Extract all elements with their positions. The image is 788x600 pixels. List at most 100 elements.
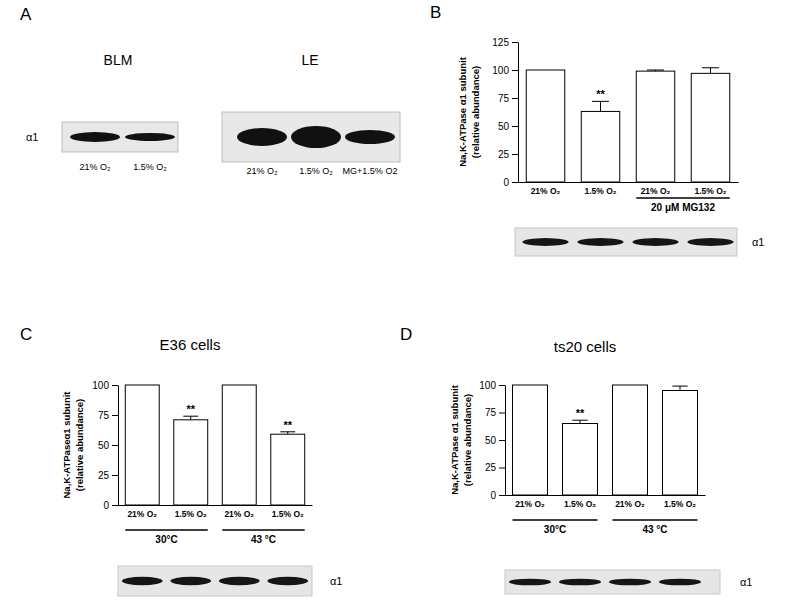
blot-band bbox=[170, 577, 211, 585]
x-tick-label: 1.5% O₂ bbox=[694, 186, 726, 196]
y-tick: 50 bbox=[498, 121, 518, 132]
y-tick-label: 25 bbox=[498, 149, 510, 160]
blot-label: α1 bbox=[752, 236, 764, 248]
y-tick-label: 0 bbox=[103, 500, 109, 511]
panel-a: Aα1BLM21% O₂1.5% O₂LE21% O₂1.5% O₂MG+1.5… bbox=[20, 5, 400, 176]
blot-band bbox=[659, 579, 701, 586]
error-bar-cap bbox=[183, 416, 198, 417]
annotation: ** bbox=[576, 407, 585, 419]
bar bbox=[526, 70, 565, 182]
chart-title: ts20 cells bbox=[554, 338, 617, 355]
x-tick: 1.5% O₂ bbox=[694, 182, 726, 196]
y-tick: 25 bbox=[498, 149, 518, 160]
y-axis-title: Na,K-ATPase α1 subunit bbox=[457, 56, 468, 166]
y-axis-title: (relative abundance) bbox=[462, 394, 473, 486]
bar bbox=[663, 391, 698, 496]
error-bar-stem bbox=[710, 68, 711, 74]
x-tick: 21% O₂ bbox=[641, 182, 671, 196]
blot-title: LE bbox=[301, 52, 318, 68]
y-tick-mark bbox=[512, 182, 518, 183]
y-axis: 0255075100 bbox=[479, 380, 505, 501]
x-axis-line bbox=[119, 505, 313, 506]
x-tick-label: 21% O₂ bbox=[127, 509, 157, 519]
y-tick-mark bbox=[512, 154, 518, 155]
y-tick-label: 100 bbox=[479, 380, 496, 391]
chart-title: E36 cells bbox=[160, 336, 221, 353]
group-line bbox=[636, 197, 730, 199]
plot-area bbox=[125, 385, 304, 505]
x-tick: 21% O₂ bbox=[127, 505, 157, 519]
bar bbox=[222, 385, 256, 505]
group-line bbox=[513, 519, 598, 521]
bar bbox=[636, 71, 675, 182]
y-axis: 0255075100125 bbox=[492, 37, 518, 188]
y-tick-label: 50 bbox=[98, 440, 110, 451]
y-axis-title: Na,K-ATPaseα1 subunit bbox=[61, 391, 72, 499]
annotation: ** bbox=[596, 88, 605, 100]
y-tick: 0 bbox=[103, 500, 118, 511]
blot-background bbox=[222, 112, 400, 162]
x-tick: 1.5% O₂ bbox=[175, 505, 207, 519]
y-tick-mark bbox=[112, 475, 118, 476]
blot-band bbox=[609, 579, 651, 586]
blot-band bbox=[122, 577, 163, 585]
y-tick-mark bbox=[499, 440, 505, 441]
blot-band bbox=[219, 577, 260, 585]
x-tick-label: 1.5% O₂ bbox=[272, 509, 304, 519]
y-tick-mark bbox=[512, 42, 518, 43]
y-tick-mark bbox=[512, 126, 518, 127]
blot-label: α1 bbox=[330, 575, 342, 587]
bar bbox=[271, 434, 305, 505]
bar bbox=[581, 111, 620, 182]
bar bbox=[613, 385, 648, 495]
panel-2: Dts20 cells025507510021% O₂1.5% O₂21% O₂… bbox=[400, 325, 752, 594]
blot-band bbox=[687, 238, 733, 246]
panel-letter: C bbox=[20, 325, 32, 344]
bar bbox=[691, 73, 730, 182]
error-bar bbox=[592, 101, 609, 111]
lane-label: MG+1.5% O2 bbox=[343, 166, 398, 176]
error-bar-stem bbox=[680, 386, 681, 390]
group-line bbox=[222, 529, 304, 531]
y-tick: 100 bbox=[479, 380, 505, 391]
error-bar-cap bbox=[702, 67, 719, 68]
x-tick-label: 21% O₂ bbox=[641, 186, 671, 196]
error-bar bbox=[572, 420, 587, 423]
error-bar-cap bbox=[280, 431, 295, 432]
y-tick: 75 bbox=[498, 93, 518, 104]
group-line bbox=[125, 529, 207, 531]
x-tick-label: 1.5% O₂ bbox=[664, 499, 696, 509]
error-bar-cap bbox=[672, 386, 687, 387]
y-tick-mark bbox=[112, 385, 118, 386]
y-tick-mark bbox=[112, 505, 118, 506]
y-tick-mark bbox=[499, 468, 505, 469]
y-tick-label: 50 bbox=[498, 121, 510, 132]
bar bbox=[513, 385, 548, 495]
panel-letter: A bbox=[20, 5, 32, 24]
blot-background bbox=[505, 570, 720, 594]
bar bbox=[174, 420, 208, 505]
blot-band bbox=[125, 133, 175, 141]
y-tick-label: 50 bbox=[485, 435, 497, 446]
y-tick-mark bbox=[112, 445, 118, 446]
blot-band bbox=[237, 128, 287, 146]
x-tick: 21% O₂ bbox=[615, 495, 645, 509]
panel-letter: B bbox=[430, 3, 441, 22]
figure: Aα1 BLM 21% O₂ 1.5% O₂ LE 21% O₂ 1.5% O₂ MG+1.5… bbox=[0, 0, 788, 600]
y-tick: 25 bbox=[98, 470, 118, 481]
panel-0: B025507510012521% O₂1.5% O₂21% O₂1.5% O₂… bbox=[430, 3, 764, 256]
blot-background bbox=[62, 122, 178, 152]
y-tick-label: 25 bbox=[485, 462, 497, 473]
x-axis-line bbox=[506, 495, 706, 496]
error-bar bbox=[280, 432, 295, 434]
error-bar bbox=[647, 70, 664, 71]
x-tick-label: 1.5% O₂ bbox=[564, 499, 596, 509]
blot-title: BLM bbox=[104, 52, 133, 68]
group-label: 20 μM MG132 bbox=[651, 202, 715, 213]
blot-band bbox=[522, 238, 568, 246]
x-tick-label: 1.5% O₂ bbox=[584, 186, 616, 196]
blot-band bbox=[509, 579, 551, 586]
group-line bbox=[613, 519, 698, 521]
x-tick-label: 1.5% O₂ bbox=[175, 509, 207, 519]
lane-label: 21% O₂ bbox=[246, 166, 278, 176]
